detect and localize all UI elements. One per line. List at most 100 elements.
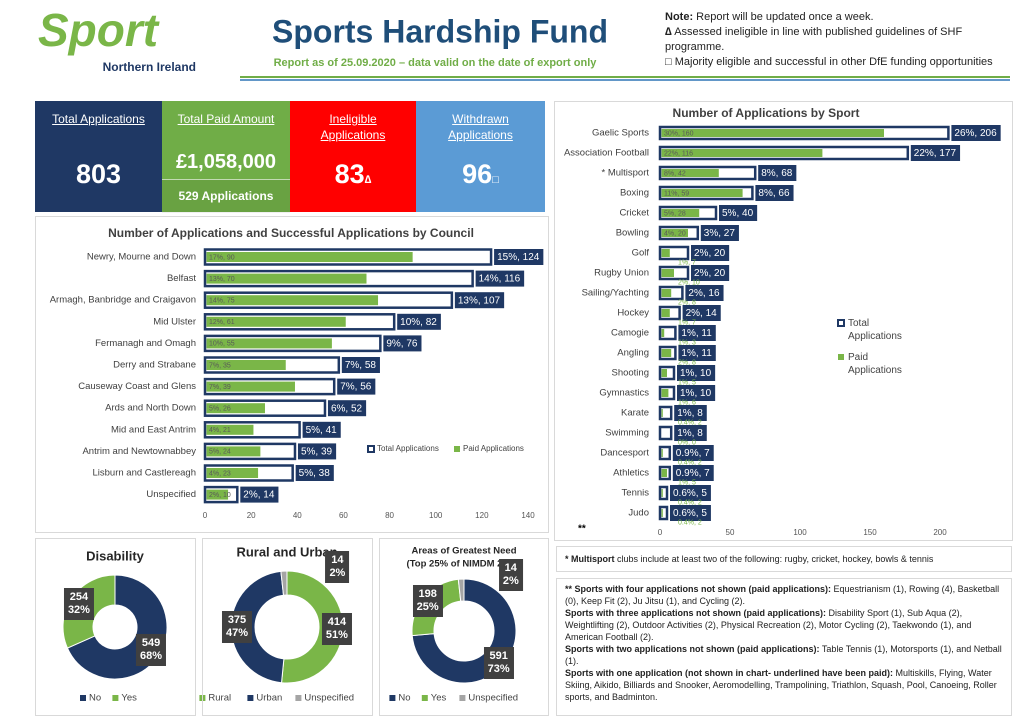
donut-slice [230,570,285,684]
paid-value-label: 0.4%, 2 [678,519,702,526]
paid-value-label: 22%, 116 [664,150,693,157]
legend-label: Paid Applications [463,444,524,453]
category-label: Mid and East Antrim [111,424,196,435]
x-tick-label: 140 [521,511,535,520]
label-bg [682,305,721,321]
panel [554,101,1013,541]
page-subtitle: Report as of 25.09.2020 – data valid on … [274,57,598,69]
total-value-label: 6%, 52 [331,403,363,414]
total-label: 5%, 39 [297,443,337,460]
label-bg [910,145,961,161]
note: Note: Report will be updated once a week… [665,10,1010,25]
logo: Sport [38,4,160,56]
total-value-label: 2%, 20 [694,248,726,259]
total-label: 5%, 38 [295,465,334,481]
category-label: Rugby Union [594,268,649,279]
legend-label: Unspecified [304,693,354,704]
x-tick-label: 20 [247,511,256,520]
footnote: Sports with three applications not shown… [565,607,1003,643]
page-title: Sports Hardship Fund [272,13,608,49]
category-label: Causeway Coast and Glens [78,381,196,392]
category-label: Karate [621,408,649,419]
label-bg [691,265,730,281]
total-label: 1%, 11 [678,325,716,341]
paid-bar [661,169,719,177]
category-label: Antrim and Newtownabbey [82,446,196,457]
label-bg [677,365,716,381]
paid-value-label: 0.4%, 2 [678,419,702,426]
header-notes: Note: Report will be updated once a week… [665,10,1010,70]
category-label: Golf [632,248,650,259]
kpi-tile: Total Applications 803 [35,101,162,212]
total-bar [658,445,672,461]
category-label: Unspecified [146,489,196,500]
category-label: Judo [628,508,649,519]
total-value-label: 5%, 39 [301,447,333,458]
kpi-sub: 529 Applications [162,179,290,213]
category-label: Hockey [617,308,649,319]
x-tick-label: 40 [293,511,302,520]
paid-value-label: 1%, 3 [678,339,696,346]
total-label: 22%, 177 [910,145,961,161]
footnote-bold: Multisport [571,554,615,564]
note-bold: Note: [665,11,694,23]
data-label: 375 47% [221,611,253,644]
label-bg [691,245,730,261]
label-bg [297,443,337,460]
paid-value-label: 17%, 90 [209,254,235,261]
paid-value-label: 12%, 61 [209,319,235,326]
panel [35,216,549,533]
kpi-value: £1,058,000 [175,151,277,173]
total-value-label: 1%, 11 [681,328,712,339]
legend-swatch [459,695,466,701]
paid-value-label: 5%, 24 [209,449,231,456]
label-bg [674,405,707,421]
paid-value-label: 1%, 5 [678,379,696,386]
legend-label: Yes [431,693,447,704]
total-value-label: 2%, 14 [243,490,275,501]
legend-label: Yes [121,693,137,704]
total-label: 10%, 82 [397,313,441,330]
paid-bar [206,295,379,306]
paid-bar [661,309,670,317]
note-text: Majority eligible and successful in othe… [674,56,993,68]
total-label: 5%, 41 [302,421,341,438]
category-label: Newry, Mourne and Down [87,252,196,263]
paid-bar [206,273,367,284]
label-bg [397,313,441,330]
chart-title: Number of Applications by Sport [673,106,860,120]
legend-label: Total Applications [848,318,902,342]
paid-bar [661,509,663,517]
legend-swatch [389,695,396,701]
label-bg [670,485,711,501]
paid-value-label: 4%, 23 [209,470,231,477]
total-label: 5%, 40 [719,205,758,221]
note: □ Majority eligible and successful in ot… [665,55,1010,70]
paid-value-label: 0.4%, 2 [678,459,702,466]
total-value-label: 5%, 40 [722,208,754,219]
total-value-label: 14%, 116 [479,274,521,285]
label-bg [951,125,1001,141]
total-label: 0.6%, 5 [670,505,711,521]
total-label: 1%, 8 [674,405,707,421]
total-value-label: 1%, 11 [681,348,712,359]
total-bar [658,505,669,521]
paid-bar [661,469,667,477]
total-label: 6%, 52 [327,400,367,417]
footnote: Sports with one application (not shown i… [565,667,1003,703]
total-value-label: 15%, 124 [497,252,540,263]
total-value-label: 1%, 8 [677,428,703,439]
footnote-bold: ** Sports with four applications not sho… [565,584,832,594]
paid-bar [661,149,823,157]
paid-bar [206,360,286,370]
legend-swatch [247,695,254,701]
paid-bar [661,269,674,277]
total-value-label: 0.6%, 5 [673,508,707,519]
footnote-mark: * [565,554,569,564]
kpi-tile: Withdrawn Applications 96□ [416,101,545,212]
category-label: Armagh, Banbridge and Craigavon [50,295,196,306]
paid-bar [661,369,667,377]
legend-label: Total Applications [377,444,439,453]
total-label: 7%, 58 [341,357,380,373]
